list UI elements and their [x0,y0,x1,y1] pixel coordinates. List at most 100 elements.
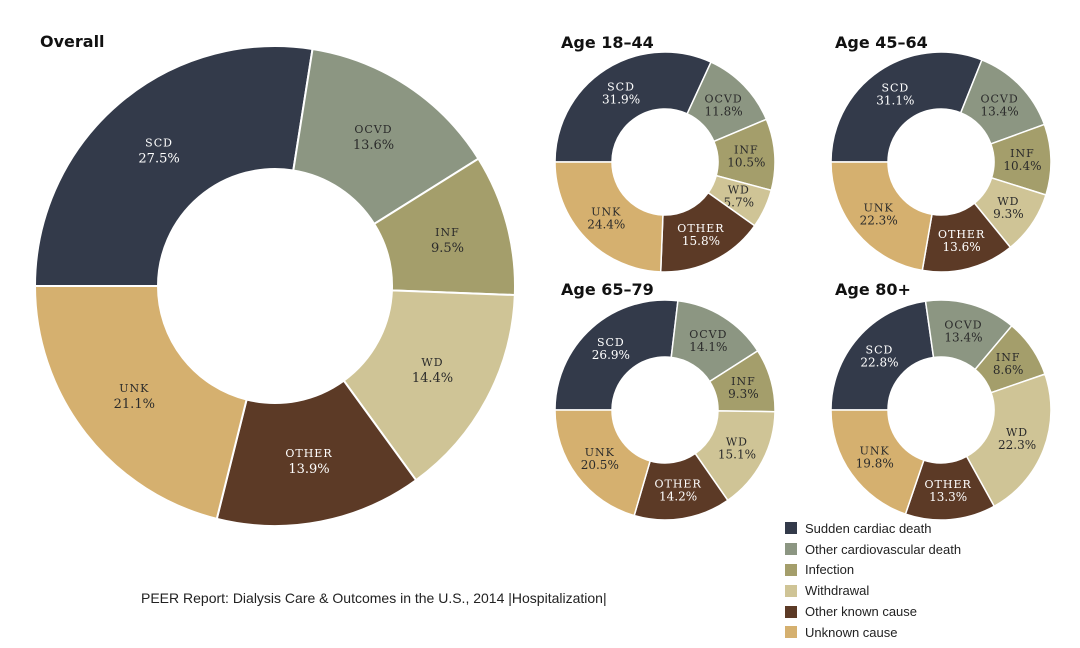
chart-title-age-65-79: Age 65–79 [561,280,654,299]
legend-label-scd: Sudden cardiac death [805,520,932,536]
slice-1-unk [554,161,664,273]
legend-swatch-scd [785,522,797,535]
slice-label-4-other: OTHER [925,478,972,491]
slice-value-4-scd: 22.8% [860,356,898,370]
slice-0-wd [342,289,516,482]
slice-label-3-ocvd: OCVD [689,328,727,341]
slice-value-3-inf: 9.3% [728,387,759,401]
chart-title-age-45-64: Age 45–64 [835,33,928,52]
slice-4-unk [830,409,925,516]
slice-label-1-other: OTHER [677,222,724,235]
slice-0-other [215,379,418,527]
legend-item-other: Other known cause [785,601,961,622]
slice-value-0-unk: 21.1% [114,397,155,412]
slice-value-2-scd: 31.1% [876,93,914,107]
slice-label-3-unk: UNK [585,446,615,459]
slice-2-scd [830,51,983,163]
slice-value-3-scd: 26.9% [592,348,630,362]
legend-label-ocvd: Other cardiovascular death [805,541,962,557]
slice-value-4-wd: 22.3% [998,438,1036,452]
slice-value-3-other: 14.2% [659,489,697,503]
slice-label-1-ocvd: OCVD [704,92,742,105]
slice-label-1-wd: WD [728,184,750,197]
slice-label-2-scd: SCD [881,81,909,94]
slice-value-4-ocvd: 13.4% [944,331,982,345]
legend-item-inf: Infection [785,560,961,581]
slice-value-1-unk: 24.4% [587,217,625,231]
slice-1-scd [554,51,713,163]
slice-label-3-inf: INF [731,375,756,388]
slice-value-1-scd: 31.9% [602,92,640,106]
slice-value-2-ocvd: 13.4% [981,104,1019,118]
legend-label-wd: Withdrawal [805,583,870,599]
slice-0-unk [33,285,248,521]
slice-label-4-scd: SCD [866,344,894,357]
slice-value-0-ocvd: 13.6% [353,138,394,153]
legend-label-other: Other known cause [805,604,918,620]
slice-label-0-wd: WD [421,356,443,369]
slice-value-4-inf: 8.6% [993,363,1024,377]
slice-value-1-inf: 10.5% [727,155,765,169]
slice-label-2-inf: INF [1010,147,1035,160]
slice-label-2-wd: WD [997,195,1019,208]
legend-label-inf: Infection [805,562,855,578]
legend-item-ocvd: Other cardiovascular death [785,539,961,560]
slice-label-0-inf: INF [435,226,460,239]
legend-swatch-ocvd [785,543,797,556]
slice-value-3-unk: 20.5% [581,458,619,472]
slice-value-2-wd: 9.3% [993,207,1024,221]
slice-label-2-unk: UNK [864,201,894,214]
slice-3-scd [554,299,679,411]
legend-swatch-wd [785,584,797,597]
legend-swatch-other [785,605,797,618]
slice-label-1-unk: UNK [591,205,621,218]
slice-4-wd [965,373,1052,508]
source-footer: PEER Report: Dialysis Care & Outcomes in… [141,590,607,606]
chart-title-age-80-plus: Age 80+ [835,280,911,299]
slice-value-1-wd: 5.7% [724,196,755,210]
slice-value-0-inf: 9.5% [431,241,464,256]
slice-label-0-unk: UNK [119,382,149,395]
slice-label-2-ocvd: OCVD [980,92,1018,105]
slice-label-4-inf: INF [996,351,1021,364]
slice-label-0-ocvd: OCVD [354,123,392,136]
slice-value-4-other: 13.3% [929,490,967,504]
legend-label-unk: Unknown cause [805,624,898,640]
legend-item-scd: Sudden cardiac death [785,518,961,539]
slice-label-4-ocvd: OCVD [944,319,982,332]
slice-value-2-other: 13.6% [943,240,981,254]
slice-value-0-other: 13.9% [288,462,329,477]
slice-value-0-wd: 14.4% [412,371,453,386]
chart-title-overall: Overall [40,32,105,51]
legend-swatch-unk [785,626,797,639]
slice-value-3-ocvd: 14.1% [689,340,727,354]
slice-label-3-scd: SCD [597,336,625,349]
slice-label-1-inf: INF [734,143,759,156]
slice-4-scd [830,300,935,411]
slice-label-1-scd: SCD [607,80,635,93]
slice-value-1-ocvd: 11.8% [705,104,743,118]
slice-label-4-wd: WD [1006,426,1028,439]
slice-label-4-unk: UNK [860,444,890,457]
slice-value-4-unk: 19.8% [856,456,894,470]
legend-swatch-inf [785,563,797,576]
legend: Sudden cardiac death Other cardiovascula… [785,518,961,643]
slice-value-0-scd: 27.5% [138,151,179,166]
legend-item-wd: Withdrawal [785,580,961,601]
slice-value-2-inf: 10.4% [1003,159,1041,173]
chart-title-age-18-44: Age 18–44 [561,33,654,52]
slice-value-1-other: 15.8% [682,234,720,248]
slice-2-unk [830,161,933,272]
slice-value-2-unk: 22.3% [860,213,898,227]
slice-0-scd [33,45,314,287]
slice-label-2-other: OTHER [938,228,985,241]
slice-value-3-wd: 15.1% [718,447,756,461]
slice-label-0-other: OTHER [285,447,332,460]
slice-label-3-wd: WD [726,435,748,448]
slice-label-3-other: OTHER [654,477,701,490]
legend-item-unk: Unknown cause [785,622,961,643]
slice-label-0-scd: SCD [145,136,173,149]
slice-3-unk [554,409,652,517]
